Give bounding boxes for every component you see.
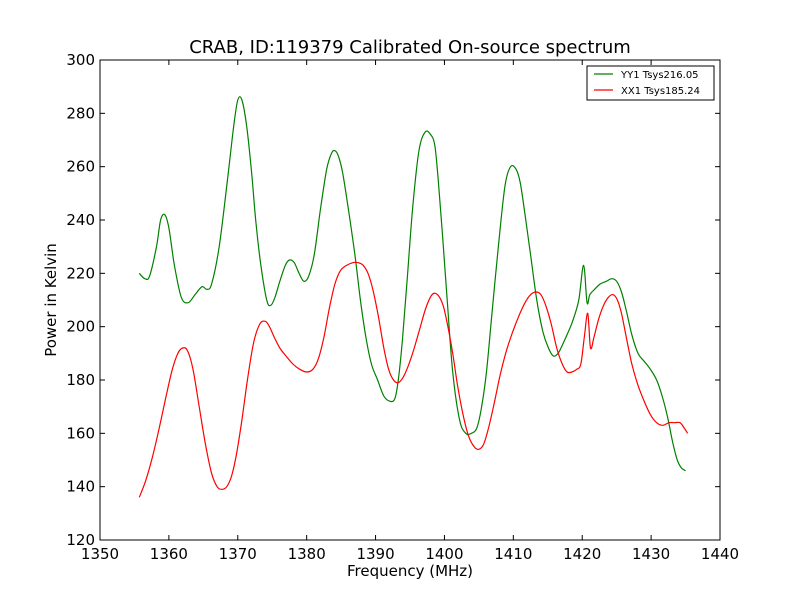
y-axis-ticks: 120 140 160 180 200 220 240 260 280 300 [66,51,720,549]
legend-label-yy1: YY1 Tsys216.05 [620,70,699,81]
x-tick-label: 1350 [81,545,119,563]
x-tick-label: 1370 [219,545,257,563]
series-line-xx1 [138,261,689,498]
x-tick-label: 1390 [356,545,394,563]
x-tick-label: 1360 [150,545,188,563]
legend: YY1 Tsys216.05 XX1 Tsys185.24 [586,65,715,101]
x-tick-label: 1400 [425,545,463,563]
y-axis-label: Power in Kelvin [42,243,60,357]
y-tick-label: 240 [66,211,95,229]
y-tick-label: 300 [66,51,95,69]
y-tick-label: 260 [66,158,95,176]
chart-title: CRAB, ID:119379 Calibrated On-source spe… [189,37,631,58]
legend-box [586,65,715,101]
legend-label-xx1: XX1 Tsys185.24 [621,86,700,97]
x-tick-label: 1380 [288,545,326,563]
y-tick-label: 280 [66,104,95,122]
x-axis-label: Frequency (MHz) [347,562,473,580]
y-tick-label: 200 [66,318,95,336]
x-tick-label: 1420 [563,545,601,563]
y-tick-label: 220 [66,264,95,282]
x-tick-label: 1440 [701,545,739,563]
axes-frame [99,59,721,541]
series-line-yy1 [138,96,686,472]
x-tick-label: 1410 [494,545,532,563]
plot-area [138,96,689,498]
x-tick-label: 1430 [632,545,670,563]
y-tick-label: 120 [66,531,95,549]
y-tick-label: 160 [66,424,95,442]
y-tick-label: 180 [66,371,95,389]
x-axis-ticks: 1350 1360 1370 1380 1390 1400 1410 1420 1430 1440 [81,60,739,563]
y-tick-label: 140 [66,478,95,496]
